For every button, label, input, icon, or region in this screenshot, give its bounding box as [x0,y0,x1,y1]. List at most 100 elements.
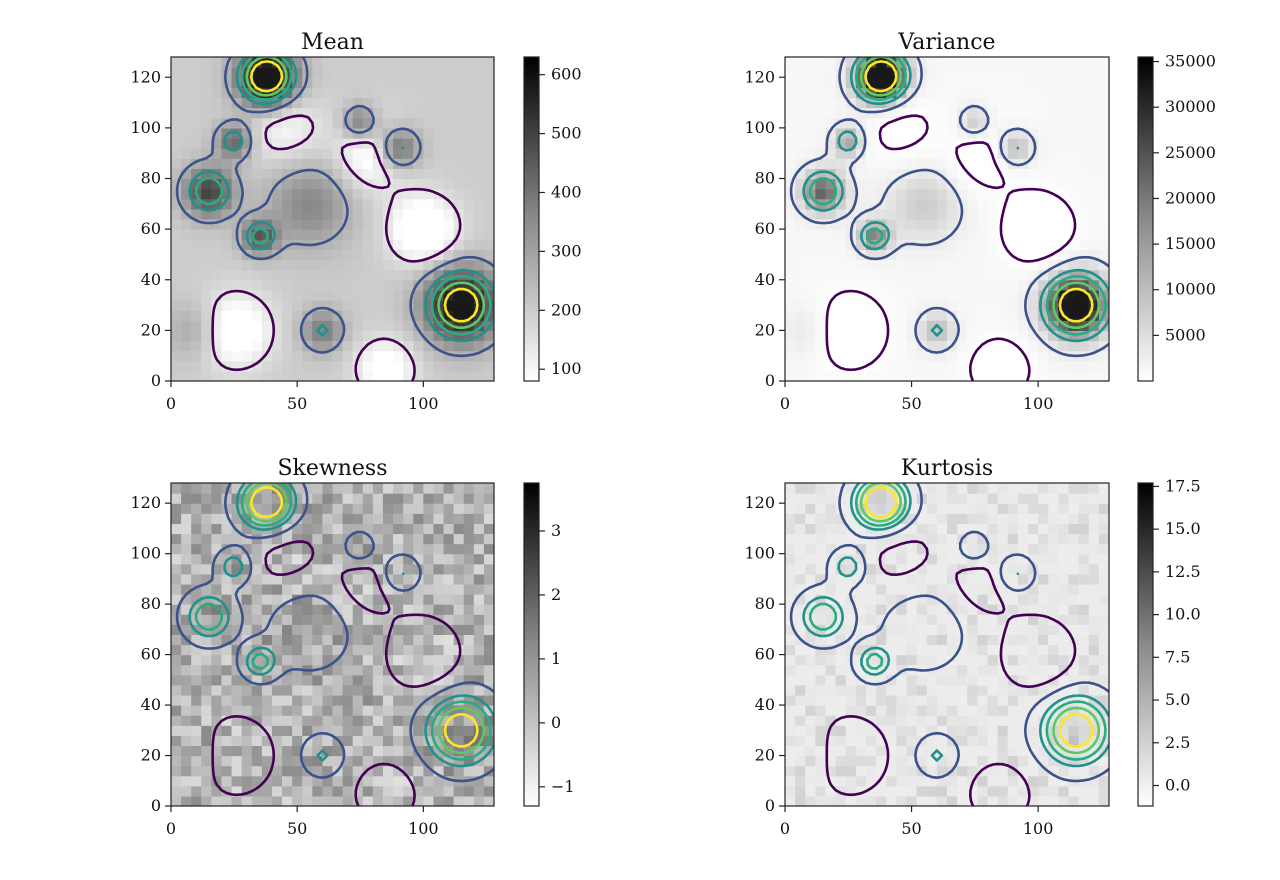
heatmap-cell [302,705,313,716]
heatmap-cell [876,765,887,777]
heatmap-cell [987,57,999,68]
heatmap-cell [201,107,212,119]
heatmap-cell [1038,198,1049,210]
heatmap-cell [1028,97,1039,109]
heatmap-cell [795,624,806,635]
heatmap-cell [936,350,948,362]
heatmap-cell [1078,765,1090,777]
heatmap-cell [251,594,263,605]
heatmap-cell [211,107,223,119]
heatmap-cell [322,795,334,806]
heatmap-cell [332,563,344,575]
heatmap-cell [876,249,887,261]
heatmap-cell [1058,644,1070,656]
heatmap-cell [926,300,938,311]
heatmap-cell [1058,340,1070,352]
heatmap-cell [271,57,283,68]
heatmap-cell [362,148,374,159]
heatmap-cell [413,168,424,180]
heatmap-cell [231,320,243,331]
heatmap-cell [312,594,323,605]
heatmap-cell [866,614,877,625]
heatmap-cell [876,168,887,180]
heatmap-cell [332,259,344,271]
heatmap-cell [1088,87,1100,99]
heatmap-cell [977,269,989,281]
heatmap-cell [423,219,435,230]
heatmap-cell [483,178,494,190]
heatmap-cell [967,360,978,372]
heatmap-cell [886,684,897,696]
heatmap-cell [1038,483,1049,494]
heatmap-cell [1038,340,1049,352]
heatmap-cell [987,745,999,757]
heatmap-cell [423,148,435,159]
heatmap-cell [282,219,293,230]
heatmap-cell [433,158,445,169]
heatmap-cell [271,573,283,585]
heatmap-cell [483,158,494,169]
heatmap-cell [473,725,485,736]
heatmap-cell [815,239,827,250]
heatmap-cell [1068,614,1080,625]
heatmap-cell [312,198,323,210]
heatmap-cell [1028,158,1039,169]
heatmap-cell [1017,87,1029,99]
heatmap-cell [977,775,989,787]
heatmap-cell [1068,715,1080,726]
heatmap-cell [362,279,374,291]
contour-level-5 [864,60,1094,323]
heatmap-cell [322,664,334,676]
heatmap-cell [201,705,212,716]
heatmap-cell [322,583,334,595]
heatmap-cell [362,300,374,311]
heatmap-cell [413,67,424,78]
heatmap-cell [413,664,424,676]
heatmap-cell [1098,573,1109,585]
heatmap-cell [443,634,455,646]
heatmap-cell [1088,360,1100,372]
heatmap-cell [845,715,857,726]
heatmap-cell [181,239,192,250]
heatmap-cell [1028,370,1039,381]
heatmap-cell [1058,664,1070,676]
heatmap-cell [191,513,202,524]
heatmap-cell [443,583,455,595]
heatmap-cell [947,188,958,200]
heatmap-cell [785,775,796,787]
heatmap-cell [282,765,293,777]
heatmap-cell [825,57,837,68]
heatmap-cell [261,493,273,504]
heatmap-cell [201,694,212,706]
heatmap-cell [866,168,877,180]
heatmap-cell [926,573,938,585]
heatmap-cell [825,765,837,777]
heatmap-cell [1038,239,1049,250]
heatmap-cell [483,117,494,129]
heatmap-cell [443,785,455,797]
heatmap-cell [211,188,223,200]
heatmap-cell [241,715,253,726]
heatmap-cell [1007,340,1019,352]
heatmap-cell [403,259,414,271]
heatmap-cell [181,644,192,656]
heatmap-cell [322,715,334,726]
heatmap-cell [1078,178,1090,190]
heatmap-cell [171,705,182,716]
heatmap-cell [322,644,334,656]
heatmap-cell [795,340,806,352]
heatmap-cell [1058,725,1070,736]
heatmap-cell [433,483,445,494]
heatmap-cell [221,208,233,220]
heatmap-cell [332,330,344,342]
heatmap-cell [433,795,445,806]
heatmap-cell [1048,654,1059,666]
colorbar-tick-label: 3 [551,521,561,540]
heatmap-cell [271,208,283,220]
heatmap-cell [453,705,465,716]
heatmap-cell [1017,614,1029,625]
heatmap-cell [855,795,867,806]
heatmap-cell [393,533,404,545]
heatmap-cell [241,350,253,362]
heatmap-cell [997,188,1009,200]
